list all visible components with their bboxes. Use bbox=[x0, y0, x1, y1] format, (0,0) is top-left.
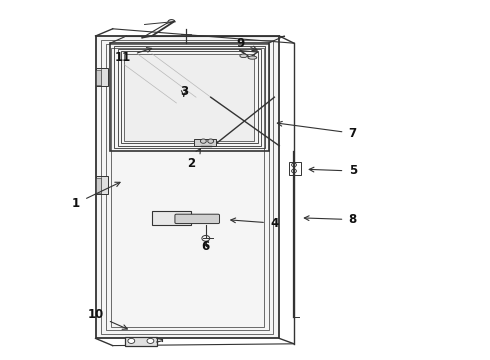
Polygon shape bbox=[96, 68, 108, 86]
Text: 8: 8 bbox=[304, 213, 357, 226]
Text: 9: 9 bbox=[236, 37, 257, 50]
Polygon shape bbox=[96, 36, 279, 338]
FancyBboxPatch shape bbox=[175, 214, 220, 224]
Bar bbox=[96, 70, 101, 85]
Text: 5: 5 bbox=[309, 165, 357, 177]
Polygon shape bbox=[125, 337, 157, 346]
Text: 10: 10 bbox=[87, 309, 127, 329]
Circle shape bbox=[147, 338, 154, 343]
Ellipse shape bbox=[248, 56, 257, 59]
Text: 4: 4 bbox=[231, 217, 278, 230]
Bar bbox=[96, 178, 101, 193]
Text: 1: 1 bbox=[72, 182, 120, 210]
Circle shape bbox=[208, 139, 214, 143]
Circle shape bbox=[200, 139, 206, 143]
Text: 3: 3 bbox=[180, 85, 188, 98]
Text: 2: 2 bbox=[187, 149, 200, 170]
Text: 11: 11 bbox=[114, 48, 151, 64]
Circle shape bbox=[128, 338, 135, 343]
Text: 7: 7 bbox=[277, 121, 357, 140]
Polygon shape bbox=[152, 211, 191, 225]
Polygon shape bbox=[124, 54, 254, 141]
Polygon shape bbox=[96, 176, 108, 194]
Polygon shape bbox=[194, 139, 216, 146]
Ellipse shape bbox=[240, 54, 247, 58]
Text: 6: 6 bbox=[202, 240, 210, 253]
